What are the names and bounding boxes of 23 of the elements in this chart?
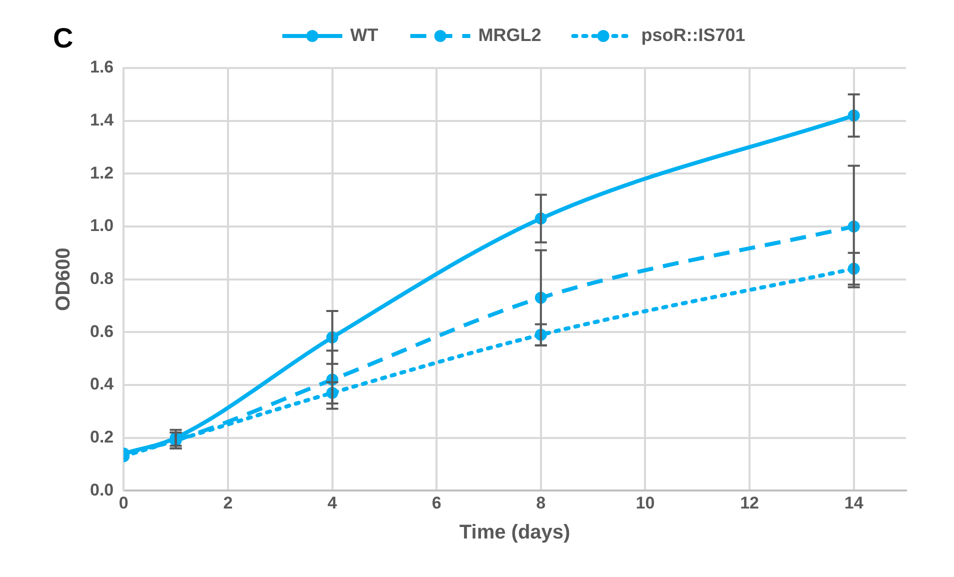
- x-tick-label: 12: [740, 493, 759, 512]
- y-tick-label: 1.2: [90, 163, 114, 182]
- x-axis-title: Time (days): [459, 522, 570, 544]
- text: C: [53, 22, 74, 54]
- legend-label: WT: [350, 24, 378, 45]
- y-tick-label: 0.8: [90, 268, 114, 288]
- y-tick-label: 1.4: [90, 110, 114, 130]
- x-tick-label: 0: [118, 493, 128, 512]
- x-tick-label: 2: [223, 493, 233, 512]
- y-tick-label: 0.2: [90, 427, 114, 446]
- x-tick-label: 10: [636, 493, 655, 512]
- x-tick-label: 4: [328, 493, 338, 512]
- x-tick-label: 8: [536, 493, 546, 512]
- y-tick-label: 1.6: [90, 58, 114, 77]
- y-tick-label: 0.6: [90, 322, 114, 341]
- y-axis-title: OD600: [52, 248, 75, 311]
- y-tick-label: 1.0: [90, 216, 114, 236]
- y-tick-label: 0.0: [90, 480, 114, 500]
- x-tick-label: 14: [844, 493, 864, 512]
- legend-label: MRGL2: [478, 24, 542, 45]
- x-tick-label: 6: [432, 493, 442, 512]
- legend-label: psoR::IS701: [641, 24, 746, 45]
- y-tick-label: 0.4: [90, 374, 114, 394]
